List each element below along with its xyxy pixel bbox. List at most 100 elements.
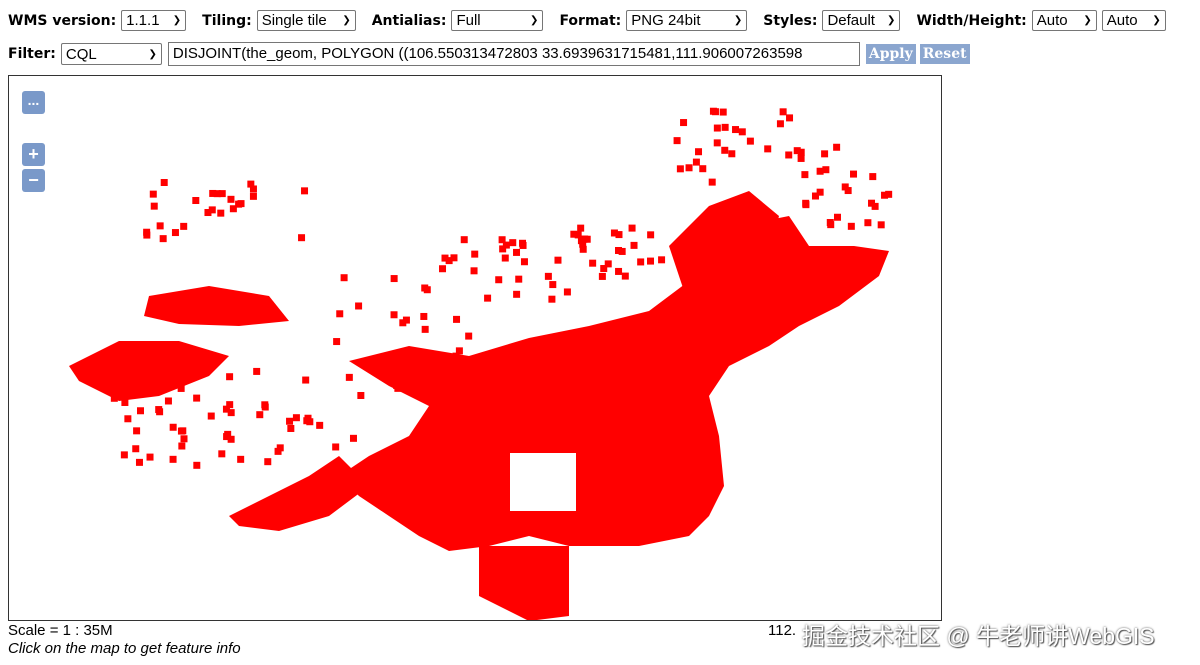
feature-point bbox=[747, 138, 754, 145]
map-viewport[interactable]: ... + − bbox=[8, 75, 942, 621]
feature-point bbox=[631, 242, 638, 249]
layer-switcher-button[interactable]: ... bbox=[22, 91, 45, 114]
antialias-select[interactable]: Full❯ bbox=[451, 10, 543, 31]
value: Auto bbox=[1107, 12, 1138, 29]
feature-point bbox=[872, 203, 879, 210]
feature-point bbox=[228, 409, 235, 416]
format-select[interactable]: PNG 24bit❯ bbox=[626, 10, 747, 31]
feature-point bbox=[170, 424, 177, 431]
feature-point bbox=[622, 273, 629, 280]
feature-point bbox=[305, 415, 312, 422]
feature-point bbox=[181, 435, 188, 442]
wms-version-select[interactable]: 1.1.1 ❯ bbox=[121, 10, 186, 31]
feature-point bbox=[124, 415, 131, 422]
feature-point bbox=[471, 267, 478, 274]
feature-point bbox=[677, 165, 684, 172]
feature-point bbox=[178, 428, 185, 435]
zoom-in-button[interactable]: + bbox=[22, 143, 45, 166]
filter-input[interactable]: DISJOINT(the_geom, POLYGON ((106.5503134… bbox=[168, 42, 860, 66]
feature-point bbox=[143, 232, 150, 239]
feature-point bbox=[155, 406, 162, 413]
feature-point bbox=[502, 255, 509, 262]
feature-point bbox=[418, 366, 425, 373]
feature-point bbox=[399, 350, 406, 357]
chevron-down-icon: ❯ bbox=[342, 15, 350, 26]
feature-tibet-cluster bbox=[229, 456, 369, 531]
zoom-out-button[interactable]: − bbox=[22, 169, 45, 192]
feature-point bbox=[599, 273, 606, 280]
feature-point bbox=[277, 444, 284, 451]
feature-point bbox=[495, 276, 502, 283]
feature-point bbox=[399, 319, 406, 326]
feature-point bbox=[405, 375, 412, 382]
value: 1.1.1 bbox=[126, 12, 159, 29]
feature-point bbox=[484, 295, 491, 302]
feature-point bbox=[151, 203, 158, 210]
styles-label: Styles: bbox=[763, 13, 817, 29]
feature-point bbox=[722, 124, 729, 131]
excluded-polygon-hole bbox=[510, 453, 576, 511]
feature-point bbox=[264, 458, 271, 465]
feature-point bbox=[250, 193, 257, 200]
filter-bar: Filter: CQL❯ DISJOINT(the_geom, POLYGON … bbox=[8, 42, 974, 66]
feature-point bbox=[405, 385, 412, 392]
feature-point bbox=[442, 255, 449, 262]
watermark: 掘金技术社区 @ 牛老师讲WebGIS bbox=[802, 617, 1155, 651]
feature-point bbox=[250, 185, 257, 192]
feature-point bbox=[564, 288, 571, 295]
feature-west-cluster bbox=[69, 341, 229, 401]
feature-point bbox=[133, 427, 140, 434]
feature-point bbox=[589, 260, 596, 267]
wms-layer bbox=[9, 76, 942, 621]
feature-point bbox=[193, 462, 200, 469]
value: Full bbox=[456, 12, 480, 29]
feature-point bbox=[461, 236, 468, 243]
feature-point bbox=[686, 164, 693, 171]
feature-point bbox=[801, 171, 808, 178]
reset-button[interactable]: Reset bbox=[920, 44, 970, 64]
filter-type-select[interactable]: CQL❯ bbox=[61, 43, 162, 65]
feature-point bbox=[192, 197, 199, 204]
feature-point bbox=[160, 235, 167, 242]
filter-label: Filter: bbox=[8, 46, 56, 62]
feature-point bbox=[214, 190, 221, 197]
feature-point bbox=[637, 258, 644, 265]
feature-point bbox=[165, 397, 172, 404]
chevron-down-icon: ❯ bbox=[887, 15, 895, 26]
feature-point bbox=[728, 150, 735, 157]
feature-point bbox=[699, 165, 706, 172]
feature-point bbox=[647, 231, 654, 238]
apply-button[interactable]: Apply bbox=[866, 44, 916, 64]
feature-point bbox=[521, 258, 528, 265]
feature-point bbox=[721, 147, 728, 154]
styles-select[interactable]: Default❯ bbox=[822, 10, 900, 31]
width-select[interactable]: Auto❯ bbox=[1032, 10, 1097, 31]
feature-point bbox=[615, 268, 622, 275]
feature-point bbox=[850, 171, 857, 178]
feature-point bbox=[822, 166, 829, 173]
feature-point bbox=[350, 435, 357, 442]
feature-point bbox=[111, 395, 118, 402]
feature-point bbox=[693, 159, 700, 166]
feature-point bbox=[224, 431, 231, 438]
value: Auto bbox=[1037, 12, 1068, 29]
feature-point bbox=[256, 411, 263, 418]
feature-point bbox=[629, 225, 636, 232]
feature-point bbox=[869, 173, 876, 180]
feature-point bbox=[346, 374, 353, 381]
feature-point bbox=[513, 291, 520, 298]
feature-point bbox=[780, 108, 787, 115]
height-select[interactable]: Auto❯ bbox=[1102, 10, 1166, 31]
feature-point bbox=[434, 360, 441, 367]
tiling-select[interactable]: Single tile❯ bbox=[257, 10, 356, 31]
feature-point bbox=[137, 407, 144, 414]
chevron-down-icon: ❯ bbox=[173, 15, 181, 26]
feature-point bbox=[302, 377, 309, 384]
feature-point bbox=[157, 222, 164, 229]
feature-point bbox=[336, 310, 343, 317]
feature-point bbox=[714, 139, 721, 146]
chevron-down-icon: ❯ bbox=[734, 15, 742, 26]
feature-south bbox=[479, 546, 569, 621]
feature-point bbox=[394, 385, 401, 392]
feature-point bbox=[764, 145, 771, 152]
